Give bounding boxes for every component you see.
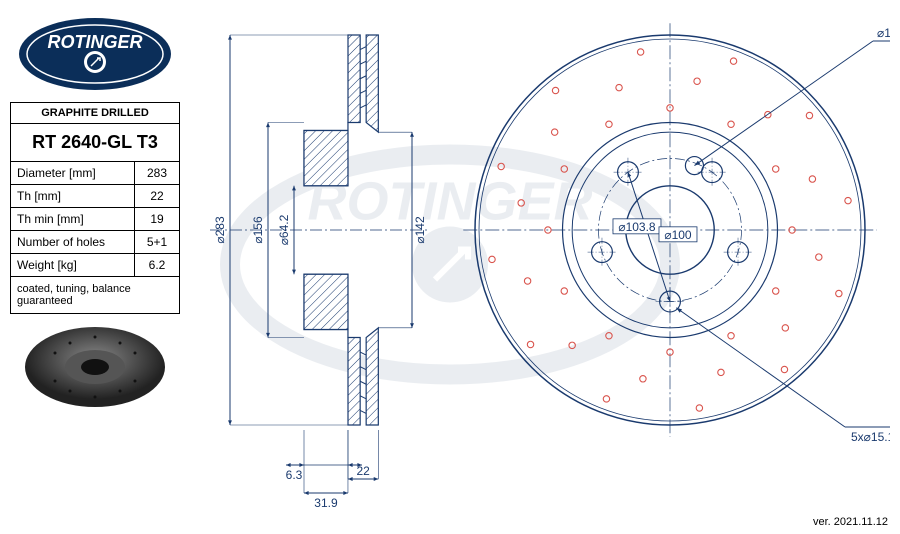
section-view: ⌀283 ⌀156 ⌀64.2 ⌀142 6.3 22 31.9: [210, 35, 430, 510]
spec-label: Diameter [mm]: [11, 162, 135, 185]
technical-drawing: ⌀283 ⌀156 ⌀64.2 ⌀142 6.3 22 31.9 ⌀103.8 ⌀100 ⌀13.…: [190, 10, 890, 510]
spec-value: 5+1: [135, 231, 180, 254]
footer-note: coated, tuning, balance guaranteed: [11, 277, 180, 314]
front-view: ⌀103.8 ⌀100 ⌀13.1 5x⌀15.1: [463, 23, 890, 444]
svg-text:⌀142: ⌀142: [413, 216, 427, 244]
subtitle: GRAPHITE DRILLED: [11, 103, 180, 124]
svg-text:⌀283: ⌀283: [213, 216, 227, 244]
spec-value: 19: [135, 208, 180, 231]
svg-text:⌀100: ⌀100: [664, 228, 692, 242]
spec-label: Number of holes: [11, 231, 135, 254]
spec-label: Th [mm]: [11, 185, 135, 208]
svg-text:⌀156: ⌀156: [251, 216, 265, 244]
spec-value: 6.2: [135, 254, 180, 277]
brand-text: ROTINGER: [47, 32, 142, 52]
svg-text:31.9: 31.9: [314, 496, 338, 510]
spec-label: Th min [mm]: [11, 208, 135, 231]
spec-row: Th min [mm]19: [11, 208, 180, 231]
svg-text:⌀13.1: ⌀13.1: [877, 26, 890, 40]
product-thumbnail: [10, 322, 180, 412]
spec-value: 22: [135, 185, 180, 208]
spec-value: 283: [135, 162, 180, 185]
svg-text:⌀64.2: ⌀64.2: [277, 214, 291, 245]
svg-text:5x⌀15.1: 5x⌀15.1: [851, 430, 890, 444]
version-label: ver. 2021.11.12: [813, 516, 888, 528]
svg-text:⌀103.8: ⌀103.8: [618, 220, 656, 234]
spec-label: Weight [kg]: [11, 254, 135, 277]
brand-logo: ROTINGER ®: [10, 10, 180, 98]
spec-row: Th [mm]22: [11, 185, 180, 208]
svg-text:6.3: 6.3: [286, 468, 303, 482]
left-panel: ROTINGER ® GRAPHITE DRILLED RT 2640-GL T…: [10, 10, 180, 412]
spec-row: Diameter [mm]283: [11, 162, 180, 185]
spec-row: Number of holes5+1: [11, 231, 180, 254]
spec-row: Weight [kg]6.2: [11, 254, 180, 277]
part-number: RT 2640-GL T3: [11, 124, 180, 162]
spec-table: GRAPHITE DRILLED RT 2640-GL T3 Diameter …: [10, 102, 180, 314]
svg-text:22: 22: [356, 464, 370, 478]
svg-text:®: ®: [163, 26, 171, 37]
